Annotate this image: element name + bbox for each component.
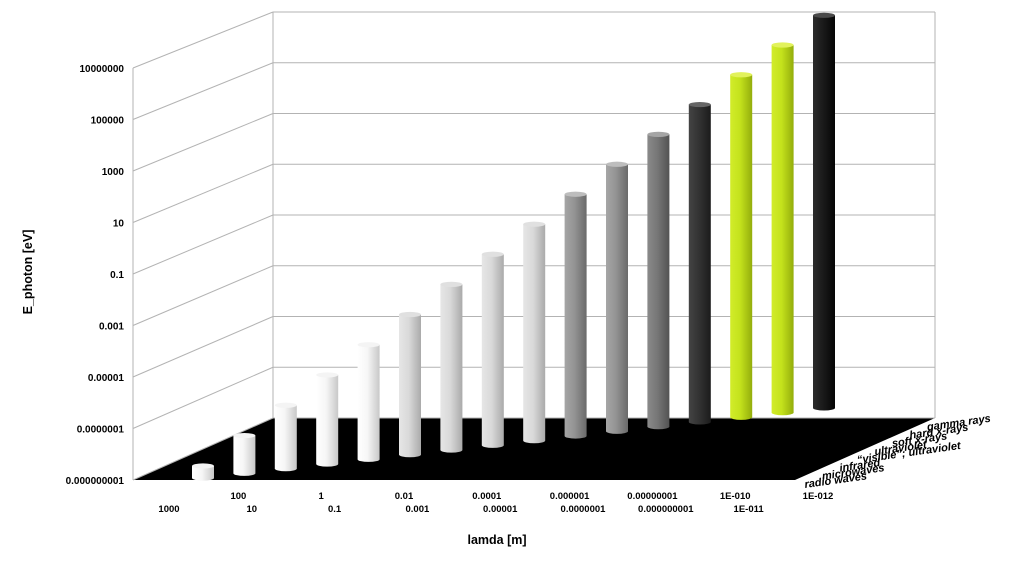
y-tick-label: 0.001 xyxy=(99,322,124,333)
gridline-side xyxy=(132,366,274,429)
gridline-side xyxy=(132,11,274,69)
gridline-side xyxy=(132,316,274,378)
depth-axis-label: infrared xyxy=(839,457,882,475)
bar xyxy=(192,463,214,481)
bars xyxy=(192,12,835,481)
bar xyxy=(233,432,256,476)
bar xyxy=(688,101,711,425)
y-tick-label: 0.000000001 xyxy=(66,476,125,487)
bar xyxy=(316,372,339,467)
y-tick-label: 10000000 xyxy=(80,64,125,75)
x-tick-label: 0.001 xyxy=(406,504,430,515)
y-tick-label: 10 xyxy=(113,219,125,230)
bar xyxy=(399,311,421,458)
x-tick-label: 1E-011 xyxy=(734,504,765,515)
x-tick-label: 0.1 xyxy=(328,504,342,515)
gridline-side xyxy=(132,62,274,120)
bar xyxy=(523,221,546,444)
x-axis-title: lamda [m] xyxy=(467,533,526,547)
x-tick-label: 0.000001 xyxy=(550,491,590,502)
x-tick-label: 0.0000001 xyxy=(561,504,607,515)
bar xyxy=(440,281,463,453)
bar xyxy=(564,191,587,439)
gridline-side xyxy=(132,265,274,326)
x-tick-label: 0.00000001 xyxy=(627,491,678,502)
x-tick-label: 0.00001 xyxy=(483,504,518,515)
gridline-side xyxy=(132,417,274,481)
x-tick-label: 1 xyxy=(319,491,325,502)
y-tick-label: 0.1 xyxy=(110,270,124,281)
bar xyxy=(771,42,794,416)
x-tick-label: 1000 xyxy=(158,504,179,515)
y-tick-labels: 0.000000001 0.0000001 0.00001 0.001 0.1 10 100… xyxy=(66,64,125,487)
bar xyxy=(813,12,835,411)
y-tick-label: 1000 xyxy=(102,167,125,178)
y-tick-label: 100000 xyxy=(91,116,125,127)
x-tick-label: 1E-010 xyxy=(720,491,751,502)
bar xyxy=(481,251,504,448)
bar xyxy=(606,161,628,434)
y-tick-label: 0.00001 xyxy=(88,373,125,384)
y-tick-label: 0.0000001 xyxy=(77,425,125,436)
x-tick-label: 0.01 xyxy=(395,491,414,502)
bar xyxy=(274,402,297,472)
gridline-side xyxy=(132,163,274,223)
gridline-side xyxy=(132,214,274,275)
x-tick-label: 0.0001 xyxy=(472,491,502,502)
y-axis-title: E_photon [eV] xyxy=(21,230,35,315)
x-tick-label: 10 xyxy=(247,504,258,515)
x-tick-label: 0.000000001 xyxy=(638,504,694,515)
x-tick-label: 100 xyxy=(230,491,246,502)
x-tick-label: 1E-012 xyxy=(803,491,834,502)
bar xyxy=(357,342,380,462)
bar xyxy=(730,72,753,420)
gridline-side xyxy=(132,113,274,172)
bar xyxy=(647,131,670,430)
